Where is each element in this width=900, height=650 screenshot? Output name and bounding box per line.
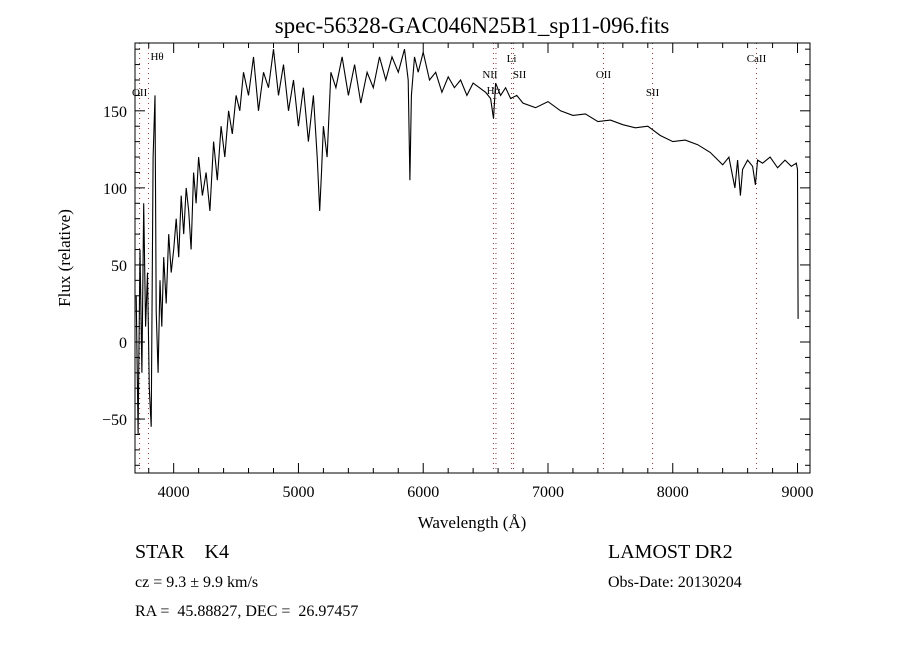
y-tick-label: 150 [103, 104, 127, 121]
y-axis-label: Flux (relative) [55, 209, 74, 307]
line-marker-label: OII [132, 87, 148, 99]
line-marker-label: OII [596, 69, 612, 81]
plot-frame [134, 42, 811, 474]
object-class: STAR K4 [135, 541, 229, 563]
line-marker-label: SII [513, 69, 527, 81]
x-tick-label: 7000 [532, 484, 564, 501]
y-tick-label: 0 [119, 335, 127, 352]
x-axis-label: Wavelength (Å) [418, 513, 527, 532]
survey-name: LAMOST DR2 [608, 541, 733, 563]
x-tick-label: 9000 [782, 484, 814, 501]
redshift-cz: cz = 9.3 ± 9.9 km/s [135, 574, 259, 591]
y-tick-labels: −50 0 50 100 150 [102, 104, 127, 429]
obs-date: Obs-Date: 20130204 [608, 574, 742, 591]
y-tick-label: 50 [111, 258, 127, 275]
line-marker-label: CaII [747, 53, 767, 65]
x-tick-label: 6000 [407, 484, 439, 501]
ra-dec: RA = 45.88827, DEC = 26.97457 [135, 603, 359, 620]
x-tick-label: 8000 [657, 484, 689, 501]
line-marker-label: SII [646, 87, 660, 99]
axis-ticks [135, 43, 810, 473]
line-marker-label: Li [507, 53, 517, 65]
y-tick-label: 100 [103, 181, 127, 198]
line-marker-label: NII [482, 69, 498, 81]
chart-title: spec-56328-GAC046N25B1_sp11-096.fits [275, 13, 670, 38]
x-tick-label: 5000 [282, 484, 314, 501]
spectrum-line [135, 49, 799, 435]
x-tick-label: 4000 [158, 484, 190, 501]
line-marker-label: Hθ [150, 51, 163, 63]
y-tick-label: −50 [102, 412, 127, 429]
x-tick-labels: 4000 5000 6000 7000 8000 9000 [158, 484, 814, 501]
